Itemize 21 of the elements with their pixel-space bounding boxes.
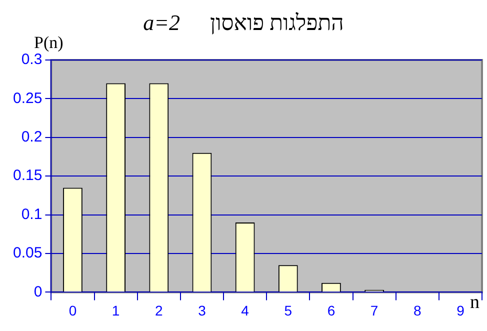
y-axis-title: P(n) [34, 33, 64, 53]
x-tick-label: 9 [456, 302, 465, 318]
x-tick-label: 1 [112, 302, 120, 318]
x-axis-title: n [470, 292, 480, 314]
y-tick-label: 0.1 [21, 206, 42, 223]
y-tick-label: 0.2 [21, 128, 42, 146]
chart-title: התפלגות פואסון [210, 10, 344, 35]
y-tick-label: 0 [34, 283, 42, 300]
x-tick-label: 3 [198, 302, 206, 318]
x-tick-label: 4 [241, 302, 250, 318]
x-tick-label: 8 [413, 302, 422, 318]
y-tick-label: 0.05 [12, 244, 42, 262]
x-tick-label: 7 [370, 302, 378, 318]
x-tick-label: 6 [327, 302, 336, 318]
x-tick-label: 5 [284, 302, 292, 318]
y-tick-label: 0.15 [12, 167, 42, 184]
chart-subtitle: a=2 [143, 10, 180, 35]
x-tick-label: 0 [68, 302, 77, 318]
y-tick-label: 0.25 [12, 90, 42, 107]
x-tick-label: 2 [154, 302, 163, 318]
y-tick-label: 0.3 [21, 51, 42, 68]
